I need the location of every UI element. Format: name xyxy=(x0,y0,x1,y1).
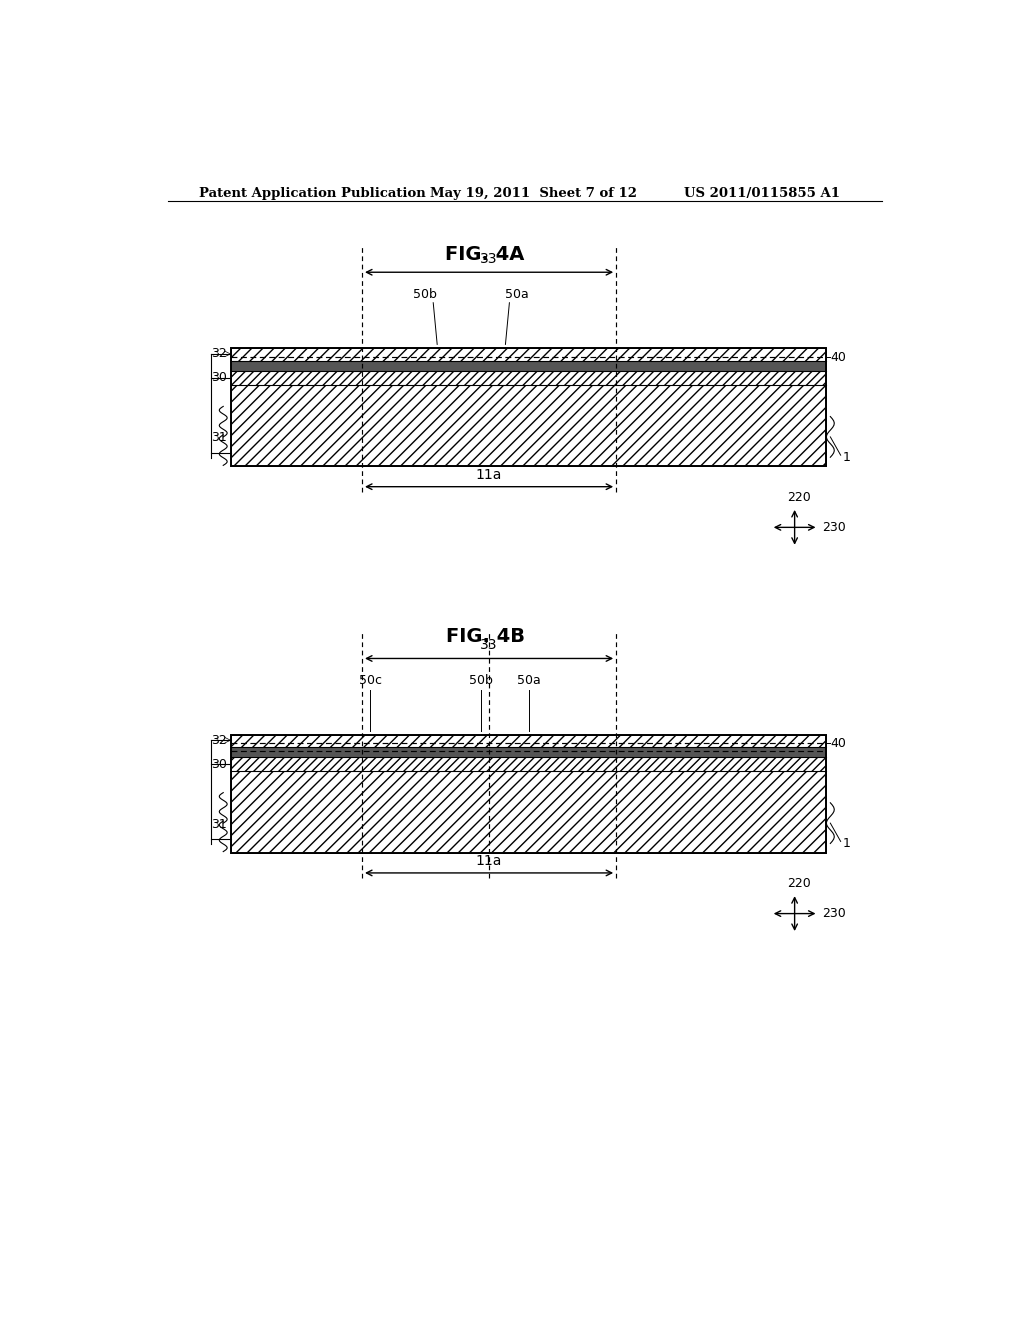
Bar xyxy=(231,360,826,371)
Text: 230: 230 xyxy=(822,521,846,533)
Text: US 2011/0115855 A1: US 2011/0115855 A1 xyxy=(684,187,840,199)
Polygon shape xyxy=(231,771,826,853)
Text: 230: 230 xyxy=(822,907,846,920)
Text: 1: 1 xyxy=(842,837,850,850)
Text: 32: 32 xyxy=(211,347,227,360)
Text: 30: 30 xyxy=(211,758,227,771)
Text: May 19, 2011  Sheet 7 of 12: May 19, 2011 Sheet 7 of 12 xyxy=(430,187,637,199)
Text: 50a: 50a xyxy=(517,675,541,686)
Text: 31: 31 xyxy=(211,817,227,830)
Text: 50c: 50c xyxy=(358,675,382,686)
Polygon shape xyxy=(231,348,826,360)
Bar xyxy=(231,348,826,466)
Polygon shape xyxy=(231,371,826,385)
Text: 33: 33 xyxy=(480,639,498,652)
Text: 50b: 50b xyxy=(469,675,494,686)
Bar xyxy=(231,747,826,758)
Bar xyxy=(231,735,826,853)
Text: 11a: 11a xyxy=(476,467,503,482)
Text: 32: 32 xyxy=(211,734,227,747)
Text: 31: 31 xyxy=(211,432,227,445)
Text: FIG. 4B: FIG. 4B xyxy=(445,627,524,645)
Text: 40: 40 xyxy=(830,351,846,363)
Text: 220: 220 xyxy=(786,491,810,504)
Polygon shape xyxy=(231,758,826,771)
Text: 33: 33 xyxy=(480,252,498,267)
Text: 1: 1 xyxy=(842,450,850,463)
Text: 30: 30 xyxy=(211,371,227,384)
Text: 50a: 50a xyxy=(506,288,529,301)
Text: 11a: 11a xyxy=(476,854,503,867)
Text: FIG. 4A: FIG. 4A xyxy=(445,246,525,264)
Polygon shape xyxy=(231,385,826,466)
Text: Patent Application Publication: Patent Application Publication xyxy=(200,187,426,199)
Text: 40: 40 xyxy=(830,737,846,750)
Text: 50b: 50b xyxy=(414,288,437,301)
Polygon shape xyxy=(231,735,826,747)
Text: 220: 220 xyxy=(786,878,810,890)
